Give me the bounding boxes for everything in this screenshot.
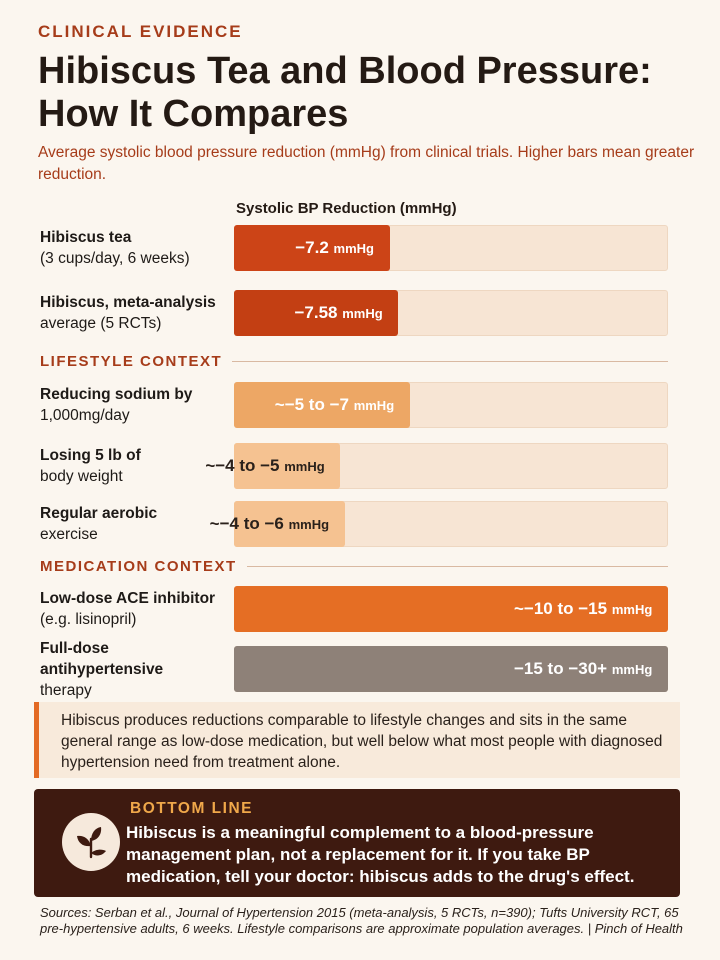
value-number: ~−10 to −15 xyxy=(514,599,612,618)
category-line1: Full-dose antihypertensive xyxy=(40,639,164,678)
category-line2: 1,000mg/day xyxy=(40,407,130,424)
category-line1: Losing 5 lb of xyxy=(40,447,141,464)
section-divider xyxy=(232,360,668,362)
bar-category-label: Regular aerobic exercise xyxy=(40,499,230,549)
chart-row: Full-dose antihypertensive therapy −15 to … xyxy=(0,640,720,699)
sources-footnote: Sources: Serban et al., Journal of Hyper… xyxy=(40,905,683,936)
bar-value-label: −15 to −30+ mmHg xyxy=(514,646,652,692)
section-header: LIFESTYLE CONTEXT xyxy=(40,351,668,371)
bar xyxy=(234,443,341,489)
value-number: −7.2 xyxy=(295,238,334,257)
bottom-line-box: BOTTOM LINE Hibiscus is a meaningful com… xyxy=(34,789,680,897)
context-note: Hibiscus produces reductions comparable … xyxy=(34,702,680,778)
bar-value-label: ~−4 to −5 mmHg xyxy=(205,443,324,489)
value-number: ~−5 to −7 xyxy=(274,395,354,414)
category-line1: Hibiscus, meta-analysis xyxy=(40,294,216,311)
value-unit: mmHg xyxy=(284,459,325,474)
chart-row: Regular aerobic exercise ~−4 to −6 mmHg xyxy=(0,499,720,549)
section-header: MEDICATION CONTEXT xyxy=(40,556,668,576)
category-line1: Low-dose ACE inhibitor xyxy=(40,590,216,607)
category-line1: Regular aerobic xyxy=(40,505,158,522)
value-unit: mmHg xyxy=(342,306,383,321)
value-number: ~−4 to −5 xyxy=(205,456,285,475)
value-number: ~−4 to −6 xyxy=(209,514,289,533)
bar-category-label: Hibiscus tea (3 cups/day, 6 weeks) xyxy=(40,223,230,273)
bar xyxy=(234,290,399,336)
bottom-line-label: BOTTOM LINE xyxy=(130,800,253,817)
category-line2: (e.g. lisinopril) xyxy=(40,611,137,628)
page-subtitle: Average systolic blood pressure reductio… xyxy=(38,144,695,183)
bar-category-label: Hibiscus, meta-analysis average (5 RCTs) xyxy=(40,288,230,338)
category-line2: (3 cups/day, 6 weeks) xyxy=(40,250,190,267)
bottom-line-text: Hibiscus is a meaningful complement to a… xyxy=(126,823,635,886)
chart-row: Reducing sodium by 1,000mg/day ~−5 to −7 m… xyxy=(0,380,720,430)
bar-value-label: ~−10 to −15 mmHg xyxy=(514,586,652,632)
value-unit: mmHg xyxy=(288,517,330,532)
bar xyxy=(234,646,668,692)
bar-value-label: ~−4 to −6 mmHg xyxy=(210,501,329,547)
bar-value-label: ~−5 to −7 mmHg xyxy=(275,382,394,428)
bar xyxy=(234,586,668,632)
section-title: LIFESTYLE CONTEXT xyxy=(40,352,223,370)
bar-value-label: −7.58 mmHg xyxy=(294,290,382,336)
value-unit: mmHg xyxy=(333,241,374,256)
value-number: −15 to −30+ xyxy=(514,659,612,678)
value-unit: mmHg xyxy=(611,662,653,677)
bar xyxy=(234,225,391,271)
value-unit: mmHg xyxy=(611,602,653,617)
bar-category-label: Full-dose antihypertensive therapy xyxy=(40,640,230,699)
section-divider xyxy=(246,565,668,567)
category-line1: Reducing sodium by xyxy=(40,386,193,403)
value-number: −7.58 xyxy=(294,303,343,322)
bar xyxy=(234,501,345,547)
bar-category-label: Reducing sodium by 1,000mg/day xyxy=(40,380,230,430)
category-line2: therapy xyxy=(40,681,92,699)
category-line1: Hibiscus tea xyxy=(40,229,132,246)
bar xyxy=(234,382,410,428)
chart-row: Losing 5 lb of body weight ~−4 to −5 mmHg xyxy=(0,441,720,491)
category-line2: average (5 RCTs) xyxy=(40,315,162,332)
chart-axis-title: Systolic BP Reduction (mmHg) xyxy=(236,200,457,217)
chart-row: Hibiscus, meta-analysis average (5 RCTs) −… xyxy=(0,288,720,338)
chart-row: Hibiscus tea (3 cups/day, 6 weeks) −7.2 mm… xyxy=(0,223,720,273)
eyebrow-label: CLINICAL EVIDENCE xyxy=(38,22,243,41)
value-unit: mmHg xyxy=(353,398,395,413)
leaf-icon xyxy=(62,813,120,871)
bar-value-label: −7.2 mmHg xyxy=(295,225,374,271)
bar-category-label: Losing 5 lb of body weight xyxy=(40,441,230,491)
page-title: Hibiscus Tea and Blood Pressure: How It … xyxy=(38,50,652,135)
section-title: MEDICATION CONTEXT xyxy=(40,557,237,575)
bar-category-label: Low-dose ACE inhibitor (e.g. lisinopril) xyxy=(40,584,230,634)
category-line2: exercise xyxy=(40,526,98,543)
chart-row: Low-dose ACE inhibitor (e.g. lisinopril) ~… xyxy=(0,584,720,634)
category-line2: body weight xyxy=(40,468,123,485)
